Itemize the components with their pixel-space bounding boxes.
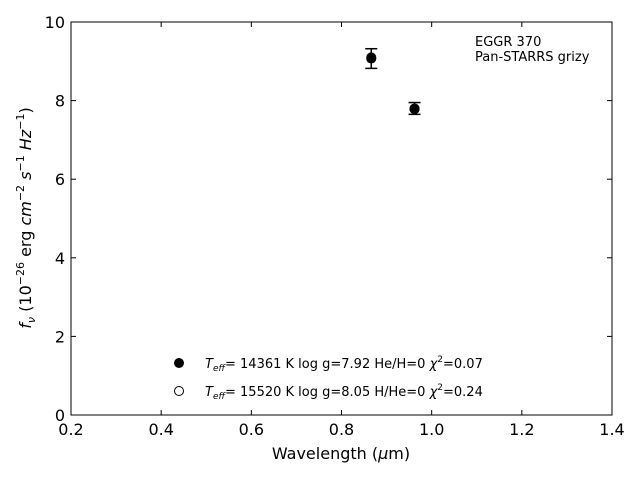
model-point-open xyxy=(366,53,377,64)
y-tick-label: 4 xyxy=(55,249,65,268)
x-tick-label: 0.2 xyxy=(58,420,83,439)
model-point-open xyxy=(409,103,420,114)
y-tick-label: 10 xyxy=(45,13,65,32)
y-axis-label: fν (10−26 erg cm−2 s−1 Hz−1) xyxy=(14,107,38,328)
x-tick-label: 0.4 xyxy=(148,420,173,439)
annotation-survey-name: Pan-STARRS grizy xyxy=(475,50,590,65)
x-tick-label: 0.8 xyxy=(329,420,354,439)
legend-label-1: Teff= 14361 K log g=7.92 He/H=0 χ2=0.07 xyxy=(205,355,483,374)
y-tick-label: 2 xyxy=(55,327,65,346)
axis-ticks: 0.2 0.4 0.6 0.8 1.0 1.2 1.4 0 2 4 6 8 10 xyxy=(45,13,625,439)
model-point-filled xyxy=(366,52,377,63)
legend: Teff= 14361 K log g=7.92 He/H=0 χ2=0.07 … xyxy=(174,355,483,402)
data-points xyxy=(365,47,421,116)
x-tick-label: 1.4 xyxy=(599,420,624,439)
x-axis-label: Wavelength (μm) xyxy=(272,444,410,463)
legend-marker-open xyxy=(174,386,184,396)
x-tick-label: 1.0 xyxy=(419,420,444,439)
y-tick-label: 8 xyxy=(55,92,65,111)
x-tick-label: 0.6 xyxy=(239,420,264,439)
legend-label-2: Teff= 15520 K log g=8.05 H/He=0 χ2=0.24 xyxy=(205,383,483,402)
legend-marker-filled xyxy=(174,358,184,368)
annotation-object-name: EGGR 370 xyxy=(475,35,541,50)
x-tick-label: 1.2 xyxy=(509,420,534,439)
y-tick-label: 6 xyxy=(55,170,65,189)
y-tick-label: 0 xyxy=(55,406,65,425)
